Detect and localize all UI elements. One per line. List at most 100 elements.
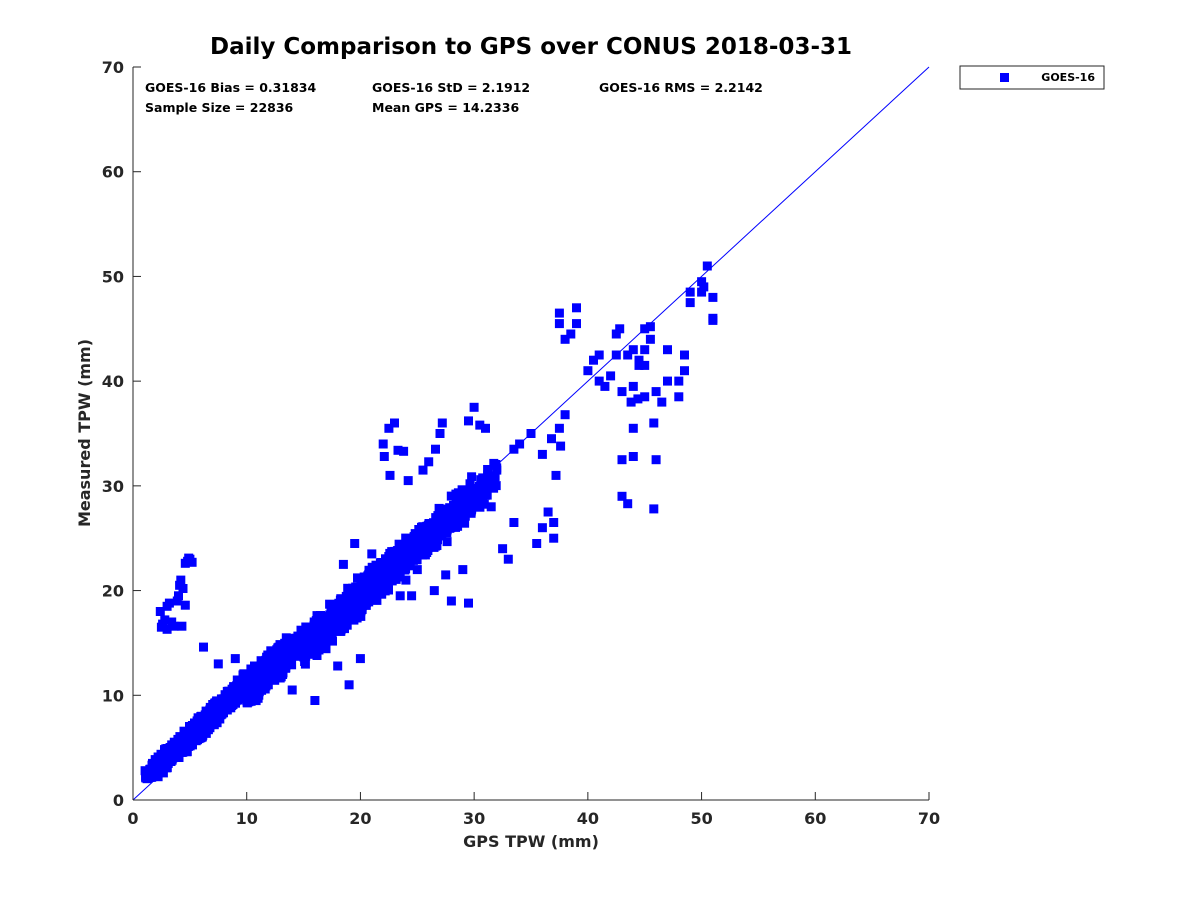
- data-point: [358, 590, 368, 600]
- data-point: [464, 488, 474, 498]
- data-point: [237, 676, 246, 686]
- data-point: [435, 429, 445, 438]
- data-point: [468, 501, 478, 511]
- data-point: [283, 642, 293, 652]
- data-point: [509, 518, 519, 527]
- data-point: [472, 493, 482, 503]
- data-point: [640, 392, 650, 402]
- data-point: [211, 703, 221, 713]
- data-point: [560, 410, 570, 420]
- data-point: [623, 350, 633, 360]
- data-point: [316, 629, 326, 639]
- data-point: [556, 441, 566, 451]
- data-point: [390, 418, 399, 428]
- y-axis-label: Measured TPW (mm): [75, 339, 94, 527]
- data-point: [429, 586, 439, 596]
- data-point: [483, 465, 493, 474]
- data-point: [310, 696, 320, 705]
- data-point: [420, 527, 430, 537]
- data-point: [537, 523, 547, 533]
- data-point: [422, 534, 432, 544]
- data-point: [403, 476, 413, 486]
- data-point: [407, 591, 417, 601]
- data-point: [205, 706, 215, 716]
- x-tick-label: 0: [127, 809, 138, 828]
- data-point: [349, 615, 359, 625]
- data-point: [589, 355, 598, 365]
- data-point: [312, 641, 322, 651]
- data-point: [657, 397, 667, 407]
- data-point: [449, 517, 459, 527]
- data-point: [281, 660, 291, 670]
- data-point: [463, 506, 473, 516]
- data-point: [275, 640, 285, 650]
- data-point: [376, 558, 386, 567]
- data-point: [429, 520, 439, 530]
- data-point: [431, 444, 440, 454]
- data-point: [302, 646, 312, 656]
- data-point: [311, 628, 321, 638]
- data-point: [230, 684, 240, 693]
- data-point: [663, 376, 672, 386]
- data-point: [371, 578, 381, 588]
- stat-rms: GOES-16 RMS = 2.2142: [599, 80, 763, 95]
- data-point: [327, 632, 337, 642]
- legend-label: GOES-16: [1041, 71, 1095, 84]
- data-point: [651, 455, 661, 465]
- data-point: [377, 576, 387, 586]
- data-point: [177, 621, 187, 631]
- data-point: [685, 298, 695, 308]
- data-point: [461, 494, 471, 504]
- data-point: [394, 539, 404, 549]
- data-point: [465, 479, 475, 489]
- data-point: [378, 439, 388, 449]
- data-point: [549, 518, 559, 527]
- data-point: [247, 666, 256, 676]
- x-tick-label: 20: [349, 809, 371, 828]
- data-point: [459, 500, 469, 509]
- data-point: [163, 759, 173, 768]
- data-point: [339, 610, 349, 620]
- y-tick-label: 30: [102, 477, 124, 496]
- data-point: [498, 544, 508, 554]
- data-point: [594, 376, 604, 386]
- data-point: [205, 713, 215, 722]
- reference-line-layer: [132, 66, 930, 801]
- data-point: [396, 561, 406, 571]
- data-point: [445, 507, 455, 517]
- x-tick-label: 30: [463, 809, 485, 828]
- data-point: [549, 533, 559, 543]
- data-point: [560, 334, 570, 344]
- data-point: [663, 345, 672, 355]
- data-point: [418, 465, 428, 475]
- y-tick-label: 10: [102, 686, 124, 705]
- data-point: [367, 549, 377, 559]
- data-point: [303, 641, 313, 651]
- stat-mean-gps: Mean GPS = 14.2336: [372, 100, 519, 115]
- data-point: [161, 744, 171, 754]
- data-point: [489, 458, 499, 468]
- data-point: [260, 684, 270, 694]
- data-point: [141, 771, 151, 781]
- data-point: [640, 345, 650, 355]
- data-point: [395, 591, 405, 601]
- data-point: [594, 350, 604, 360]
- data-point: [434, 503, 444, 513]
- y-tick-label: 70: [102, 58, 124, 77]
- data-point: [164, 598, 174, 608]
- y-tick-label: 40: [102, 372, 124, 391]
- y-ticks: 0 10 20 30 40 50 60 70: [102, 58, 141, 810]
- data-point: [645, 322, 655, 332]
- data-point: [401, 575, 411, 585]
- y-tick-label: 0: [113, 791, 124, 810]
- x-axis-label: GPS TPW (mm): [463, 832, 599, 851]
- data-point: [442, 537, 452, 547]
- data-point: [324, 626, 333, 635]
- data-point: [645, 334, 655, 344]
- data-point: [162, 624, 172, 634]
- data-point: [649, 418, 659, 428]
- data-point: [651, 387, 661, 397]
- data-point: [464, 416, 473, 426]
- data-point: [238, 670, 248, 680]
